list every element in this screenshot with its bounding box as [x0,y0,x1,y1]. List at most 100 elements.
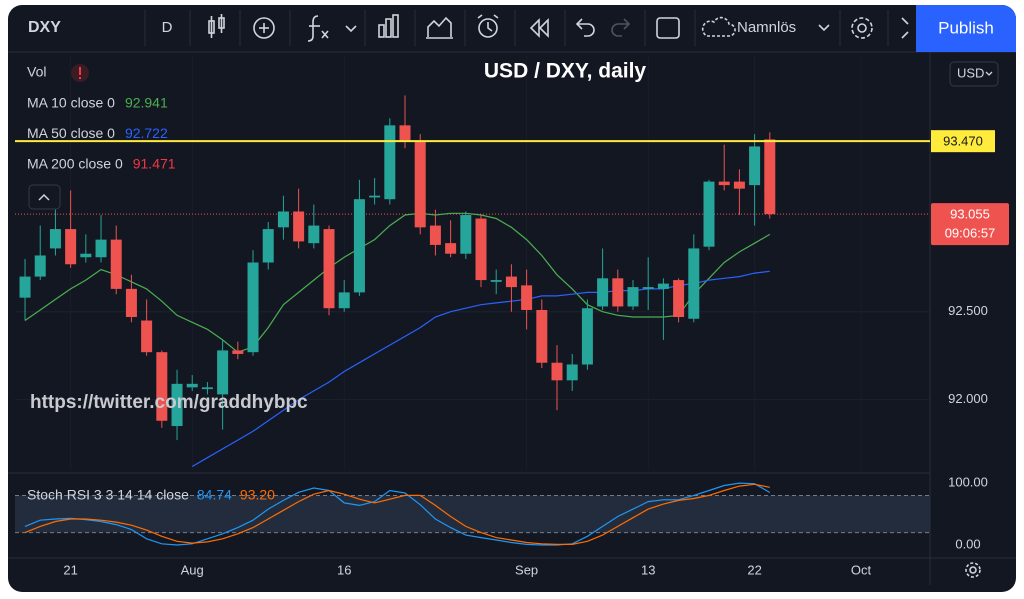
chart-title: USD / DXY, daily [484,60,647,83]
x-tick-label: Aug [181,562,204,577]
templates-icon[interactable] [378,14,399,38]
candle-body [445,243,457,254]
indicators-icon[interactable] [307,15,357,42]
candle-body [399,125,411,142]
candle-body [232,350,244,354]
candle-body [201,387,213,390]
layout-menu-icon[interactable] [818,24,830,32]
hline-label-box [931,130,995,153]
candle-body [505,276,517,288]
compare-icon[interactable] [253,17,275,39]
ma-legend-value: 92.722 [125,125,168,141]
fullscreen-icon[interactable] [656,17,680,39]
x-tick-label: 13 [641,562,655,577]
main-pane [15,55,930,470]
candles-icon[interactable] [208,14,225,38]
candle-body [597,278,609,307]
settings-icon[interactable] [851,17,873,39]
alerts-layout-icon[interactable] [426,16,453,39]
last-price-label: 93.055 [950,207,990,222]
stoch-pane [15,482,930,546]
candle-body [414,141,426,228]
candle-body [612,278,624,307]
toolbar: DXY D Namnlös Publish [8,5,1016,53]
candle-body [217,350,229,395]
candle-body [171,383,183,427]
candle-body [703,181,715,247]
publish-button[interactable] [916,5,1016,52]
currency-button[interactable] [949,61,999,87]
candle-body [490,280,502,282]
ma-legend-name: MA 50 close 0 [27,125,115,141]
candle-body [429,225,441,245]
candle-body [353,199,365,293]
candle-body [338,292,350,309]
candle-body [247,262,259,353]
y-tick-label: 92.000 [948,391,988,406]
candle-body [110,239,122,289]
expand-icon[interactable] [901,17,909,39]
watermark: https://twitter.com/graddhybpc [30,392,308,413]
candle-body [369,195,381,198]
collapse-icon [38,193,50,201]
candle-body [460,215,472,254]
ma-line [24,212,771,353]
candle-body [536,309,548,363]
candle-body [673,280,685,318]
candle-body [293,211,305,242]
stoch-legend-value: 93.20 [240,487,275,503]
currency[interactable]: USD [957,65,984,80]
vol-label: Vol [27,64,46,80]
alert-icon[interactable] [477,14,499,38]
x-tick-label: 22 [747,562,761,577]
y-tick-label: 92.500 [948,303,988,318]
candle-body [186,383,198,388]
x-tick-label: Sep [515,562,538,577]
candle-body [262,229,274,263]
candle-body [764,139,776,215]
y-tick-label: 100.00 [948,474,988,489]
candle-body [19,276,31,298]
collapse-button[interactable] [28,184,61,210]
candle-body [125,288,137,318]
band-fill [15,495,930,533]
candle-body [475,218,487,281]
candle-body [141,320,153,353]
candle-body [34,255,46,277]
ma-legend-value: 92.941 [125,95,168,111]
candle-body [551,362,563,381]
candle-body [733,181,745,189]
candle-body [657,283,669,289]
vol-warning-mark [79,67,81,75]
y-tick-label: 0.00 [955,536,980,551]
ma-legend-value: 91.471 [133,156,176,172]
undo-icon[interactable] [575,18,595,37]
redo-icon[interactable] [611,18,631,37]
candle-body [566,364,578,381]
axis-settings-icon[interactable] [965,562,981,578]
ma-legend-name: MA 10 close 0 [27,95,115,111]
symbol[interactable]: DXY [28,19,61,36]
vol-warning-dot [79,77,81,79]
publish-label[interactable]: Publish [938,18,994,37]
candle-body [718,181,730,186]
candle-body [156,352,168,421]
x-tick-label: Oct [851,562,872,577]
stoch-line [24,483,770,545]
candle-body [749,146,761,186]
ma-legend-name: MA 200 close 0 [27,156,123,172]
candle-body [80,253,92,258]
overlay: USD / DXY, daily https://twitter.com/gra… [27,60,1009,578]
candle-body [521,285,533,310]
countdown: 09:06:57 [945,226,996,241]
stoch-legend-value: 84.74 [197,487,232,503]
stoch-legend-name: Stoch RSI 3 3 14 14 close [27,487,189,503]
candle-body [65,229,77,265]
candle-body [49,229,61,249]
layout-name[interactable]: Namnlös [737,19,796,36]
candle-body [642,287,654,289]
replay-icon[interactable] [529,18,549,38]
interval[interactable]: D [162,19,173,36]
currency-menu-icon [985,71,993,76]
